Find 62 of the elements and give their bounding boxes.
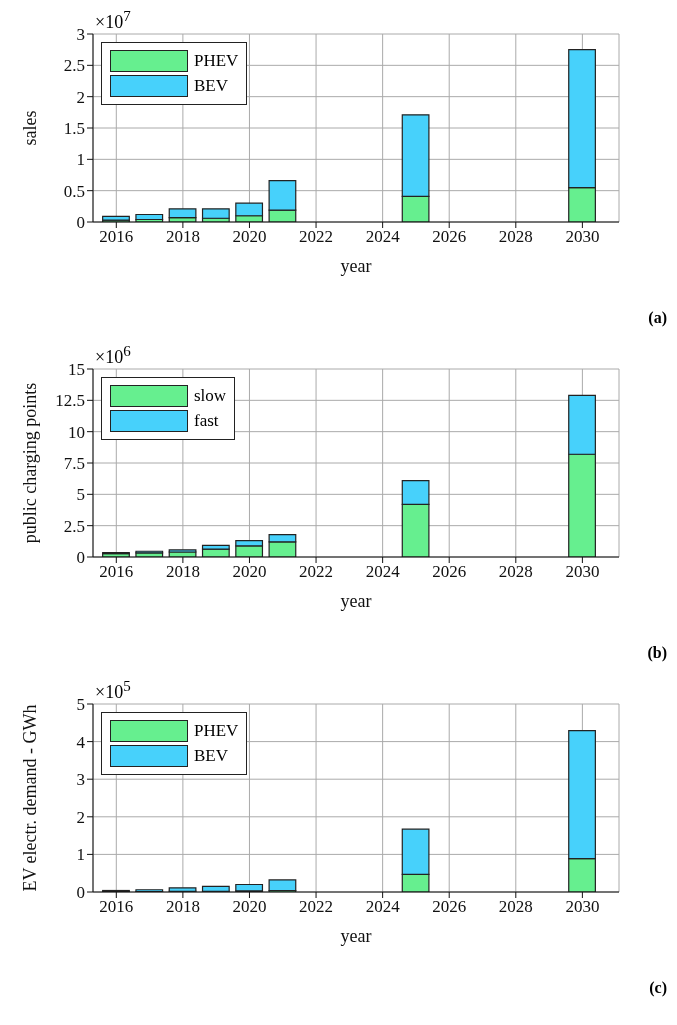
x-axis-title: year	[340, 926, 372, 946]
text: ×10$^{5}$	[95, 678, 131, 703]
y-tick-label: 2	[76, 87, 85, 107]
text: ×10$^{7}$	[95, 8, 131, 33]
x-tick-label: 2016	[99, 897, 134, 917]
text: (a)	[648, 309, 667, 327]
y-tick-label: 0	[76, 883, 85, 903]
x-tick-label: 2022	[299, 897, 334, 917]
y-axis-title: sales	[20, 110, 41, 146]
y-tick-label: 1	[76, 845, 85, 865]
y-tick-label: 2.5	[63, 56, 85, 76]
text: ×10$^{6}$	[95, 343, 131, 368]
y-tick-label: 0	[76, 548, 85, 568]
legend-label: PHEV	[194, 721, 239, 741]
legend-label: BEV	[194, 76, 228, 96]
x-tick-label: 2026	[432, 897, 467, 917]
x-tick-label: 2022	[299, 227, 334, 247]
x-tick-label: 2028	[498, 897, 533, 917]
legend-label: fast	[194, 411, 219, 431]
x-tick-label: 2028	[498, 227, 533, 247]
x-tick-label: 2016	[99, 227, 134, 247]
y-tick-label: 0.5	[63, 181, 85, 201]
x-tick-label: 2018	[165, 897, 200, 917]
x-axis-title: year	[340, 591, 372, 611]
y-tick-label: 3	[76, 770, 85, 790]
x-tick-label: 2030	[565, 227, 600, 247]
y-axis-title: EV electr. demand - GWh	[20, 704, 41, 892]
x-tick-label: 2020	[232, 227, 267, 247]
y-tick-label: 2.5	[63, 516, 85, 536]
x-tick-label: 2026	[432, 562, 467, 582]
y-tick-label: 0	[76, 213, 85, 233]
x-tick-label: 2020	[232, 562, 267, 582]
x-tick-label: 2030	[565, 562, 600, 582]
x-tick-label: 2018	[165, 562, 200, 582]
x-tick-label: 2018	[165, 227, 200, 247]
x-tick-label: 2026	[432, 227, 467, 247]
text: (c)	[649, 979, 667, 997]
legend-label: BEV	[194, 746, 228, 766]
y-tick-label: 1.5	[63, 119, 85, 139]
x-tick-label: 2024	[365, 897, 401, 917]
y-tick-label: 2	[76, 807, 85, 827]
y-tick-label: 7.5	[63, 454, 85, 474]
x-tick-label: 2030	[565, 897, 600, 917]
y-axis-title: public charging points	[20, 382, 41, 544]
x-tick-label: 2024	[365, 227, 401, 247]
y-tick-label: 12.5	[55, 391, 85, 411]
x-tick-label: 2028	[498, 562, 533, 582]
x-tick-label: 2024	[365, 562, 401, 582]
y-tick-label: 4	[76, 732, 86, 752]
y-tick-label: 15	[68, 360, 85, 380]
y-tick-label: 3	[76, 25, 85, 45]
legend-label: PHEV	[194, 51, 239, 71]
text: (b)	[647, 644, 667, 662]
x-tick-label: 2022	[299, 562, 334, 582]
legend-label: slow	[194, 386, 227, 406]
y-tick-label: 1	[76, 150, 85, 170]
y-tick-label: 10	[68, 422, 85, 442]
x-axis-title: year	[340, 256, 372, 276]
y-tick-label: 5	[76, 485, 85, 505]
y-tick-label: 5	[76, 695, 85, 715]
x-tick-label: 2020	[232, 897, 267, 917]
x-tick-label: 2016	[99, 562, 134, 582]
